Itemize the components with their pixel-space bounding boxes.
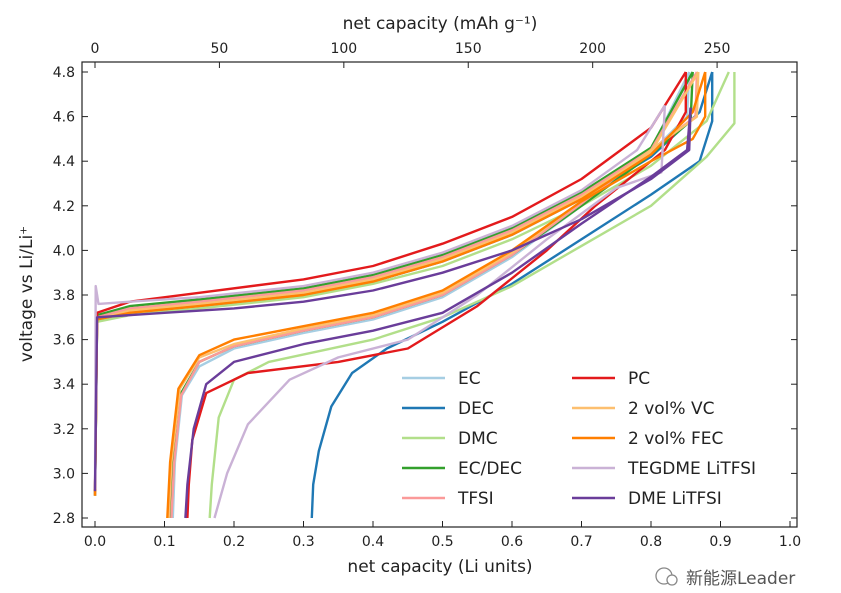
- legend-label: EC/DEC: [458, 459, 522, 479]
- x-tick-label: 0.3: [292, 534, 314, 550]
- legend-label: DMC: [458, 429, 498, 449]
- legend-label: DME LiTFSI: [628, 489, 722, 509]
- y-tick-label: 4.4: [53, 154, 75, 170]
- x2-tick-label: 0: [91, 41, 100, 57]
- watermark: 新能源Leader: [655, 567, 795, 589]
- y-tick-label: 4.2: [53, 199, 75, 215]
- x2-tick-label: 150: [455, 41, 482, 57]
- x-tick-label: 0.2: [223, 534, 245, 550]
- x-tick-label: 0.8: [640, 534, 662, 550]
- curves: [93, 71, 736, 519]
- x2-tick-label: 100: [330, 41, 357, 57]
- x2-tick-label: 50: [211, 41, 229, 57]
- x-tick-label: 0.1: [153, 534, 175, 550]
- series-tegdme-litfsi-discharge: [213, 105, 667, 519]
- y-tick-label: 4.0: [53, 243, 75, 259]
- series-dme-litfsi-charge: [93, 107, 692, 492]
- legend: EC DEC DMC EC/DEC TFSI PC 2 vol% VC 2 vol% FEC T…: [402, 369, 756, 509]
- series-dme-litfsi-discharge: [184, 107, 692, 519]
- y-tick-label: 2.8: [53, 511, 75, 527]
- y-tick-label: 3.2: [53, 422, 75, 438]
- x-tick-label: 0.4: [362, 534, 384, 550]
- legend-label: 2 vol% VC: [628, 399, 714, 419]
- legend-label: TEGDME LiTFSI: [627, 459, 756, 479]
- series-2-vol-fec-charge: [93, 71, 707, 496]
- x-tick-label: 0.6: [501, 534, 523, 550]
- x-tick-label: 0.9: [709, 534, 731, 550]
- series-tfsi-charge: [93, 71, 698, 496]
- legend-label: EC: [458, 369, 481, 389]
- series-tegdme-litfsi-charge: [93, 104, 666, 490]
- y-tick-label: 3.4: [53, 377, 75, 393]
- legend-label: DEC: [458, 399, 494, 419]
- y-tick-label: 3.6: [53, 333, 75, 349]
- x2-tick-label: 250: [704, 41, 731, 57]
- series-ec-charge: [93, 71, 691, 496]
- y-tick-label: 3.0: [53, 466, 75, 482]
- y-tick-label: 3.8: [53, 288, 75, 304]
- series-2-vol-vc-charge: [93, 71, 700, 496]
- legend-label: 2 vol% FEC: [628, 429, 723, 449]
- legend-label: PC: [628, 369, 650, 389]
- x-tick-label: 1.0: [779, 534, 801, 550]
- series-pc-charge: [93, 71, 687, 492]
- x2-axis-label: net capacity (mAh g⁻¹): [343, 14, 538, 34]
- y-axis-label: voltage vs Li/Li⁺: [17, 226, 37, 362]
- legend-label: TFSI: [457, 489, 494, 509]
- series-2-vol-fec-discharge: [166, 72, 707, 519]
- y-tick-label: 4.8: [53, 65, 75, 81]
- x-tick-label: 0.5: [431, 534, 453, 550]
- x-tick-label: 0.0: [84, 534, 106, 550]
- series-dec-discharge: [310, 72, 714, 519]
- x-axis-label: net capacity (Li units): [347, 557, 532, 577]
- axis-ticks: 0.0 0.1 0.2 0.3 0.4 0.5 0.6 0.7 0.8 0.9 1.0 0 50 100 1…: [53, 41, 801, 550]
- watermark-text: 新能源Leader: [686, 569, 795, 589]
- series-ec-dec-charge: [93, 71, 694, 496]
- x2-tick-label: 200: [579, 41, 606, 57]
- x-tick-label: 0.7: [570, 534, 592, 550]
- y-tick-label: 4.6: [53, 110, 75, 126]
